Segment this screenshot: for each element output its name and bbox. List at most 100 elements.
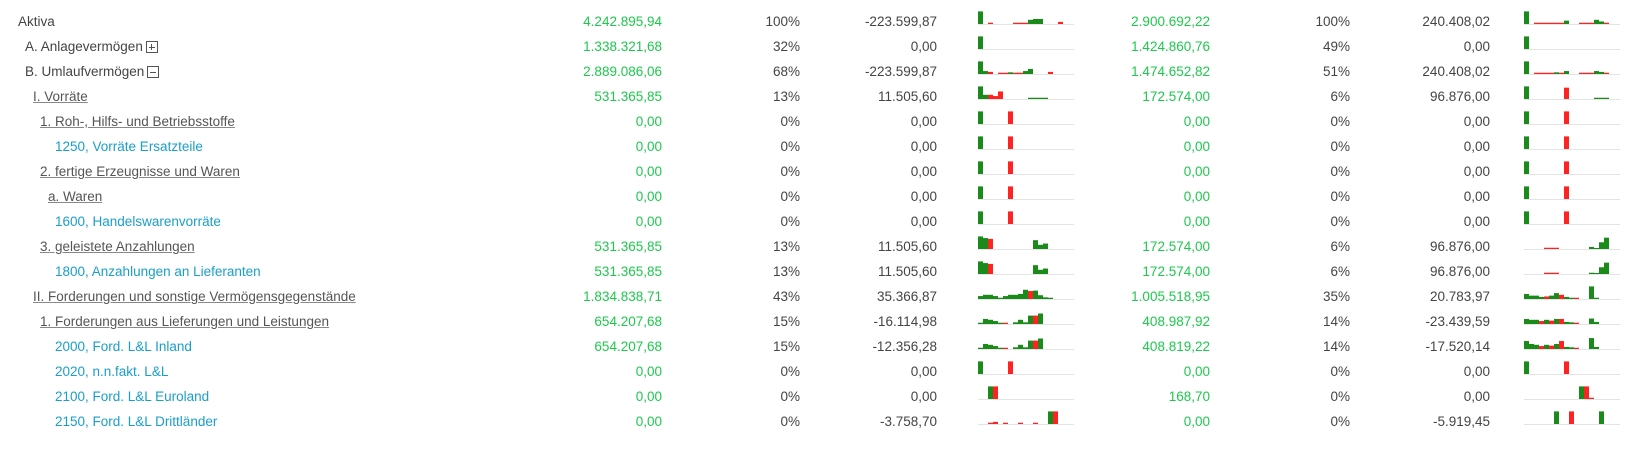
row-label[interactable]: II. Forderungen und sonstige Vermögensge… [33,284,356,309]
sparkline-current-svg [978,211,1074,225]
table-row: 1. Forderungen aus Lieferungen und Leist… [0,309,1639,334]
sparkline-current [978,284,1078,309]
row-label[interactable]: a. Waren [48,184,102,209]
account-label[interactable]: 1800, Anzahlungen an Lieferanten [55,259,261,284]
sparkline-previous-bar [1589,22,1594,24]
sparkline-current-bar [993,386,998,399]
sparkline-current-bar [1048,411,1053,424]
sparkline-previous [1524,409,1624,434]
sparkline-current-bar [1018,22,1023,24]
sparkline-previous-bar [1534,319,1539,324]
sparkline-current [978,84,1078,109]
sparkline-current [978,184,1078,209]
sparkline-previous-bar [1559,341,1564,349]
change-current: -16.114,98 [873,314,937,329]
row-label-text: 3. geleistete Anzahlungen [40,239,195,254]
sparkline-previous-bar [1549,320,1554,324]
row-label[interactable]: 1. Roh-, Hilfs- und Betriebsstoffe [40,109,235,134]
sparkline-previous-bar [1559,318,1564,324]
table-row: 1250, Vorräte Ersatzteile 0,00 0% 0,00 0,00 0… [0,134,1639,159]
sparkline-current-bar [1018,422,1023,424]
sparkline-previous-bar [1544,72,1549,74]
row-label-text: 2150, Ford. L&L Drittländer [55,414,218,429]
sparkline-current-bar [988,294,993,299]
collapse-icon[interactable] [147,66,160,78]
percent-current: 43% [772,289,800,304]
percent-previous: 6% [1330,239,1350,254]
percent-current: 13% [772,264,800,279]
sparkline-current-bar [1058,21,1063,24]
sparkline-current-bar [993,296,998,299]
row-label-text: 1. Forderungen aus Lieferungen und Leist… [40,314,329,329]
sparkline-current-bar [983,318,988,324]
percent-previous: 0% [1330,164,1350,179]
row-label[interactable]: 3. geleistete Anzahlungen [40,234,195,259]
account-label[interactable]: 1600, Handelswarenvorräte [55,209,221,234]
value-previous: 2.900.692,22 [1131,14,1210,29]
sparkline-previous-bar [1564,20,1569,24]
value-previous: 0,00 [1183,189,1210,204]
table-row: 3. geleistete Anzahlungen 531.365,85 13% 11… [0,234,1639,259]
row-label: A. Anlagevermögen [25,34,158,59]
sparkline-current-bar [978,111,983,124]
sparkline-previous [1524,84,1624,109]
value-current: 0,00 [635,114,662,129]
row-label[interactable]: I. Vorräte [33,84,88,109]
sparkline-current-bar [988,422,993,424]
sparkline-current-bar [998,72,1003,74]
sparkline-current-bar [978,136,983,149]
sparkline-previous-bar [1524,341,1529,349]
sparkline-current-bar [1043,268,1048,274]
change-previous: -23.439,59 [1425,314,1490,329]
sparkline-previous-bar [1554,293,1559,299]
sparkline-previous-bar [1564,321,1569,324]
value-current: 1.834.838,71 [583,289,662,304]
sparkline-previous-bar [1524,61,1529,74]
change-current: 0,00 [910,389,937,404]
sparkline-previous-bar [1554,318,1559,324]
account-label[interactable]: 2150, Ford. L&L Drittländer [55,409,217,434]
account-label[interactable]: 2000, Ford. L&L Inland [55,334,192,359]
value-previous: 408.987,92 [1142,314,1210,329]
table-row: 2000, Ford. L&L Inland 654.207,68 15% -12.3… [0,334,1639,359]
percent-current: 0% [780,414,800,429]
sparkline-current-bar [1003,347,1008,349]
sparkline-current-bar [988,238,993,249]
change-previous: 0,00 [1463,389,1490,404]
sparkline-previous-bar [1579,386,1584,399]
sparkline-current [978,409,1078,434]
percent-current: 0% [780,214,800,229]
sparkline-previous-bar [1539,22,1544,24]
sparkline-previous-bar [1534,72,1539,74]
row-label[interactable]: 1. Forderungen aus Lieferungen und Leist… [40,309,329,334]
sparkline-previous-bar [1559,22,1564,24]
sparkline-previous-bar [1549,22,1554,24]
percent-current: 32% [772,39,800,54]
sparkline-previous-bar [1529,343,1534,349]
percent-previous: 0% [1330,189,1350,204]
sparkline-current-bar [1043,243,1048,249]
sparkline-previous-bar [1529,319,1534,324]
account-label[interactable]: 1250, Vorräte Ersatzteile [55,134,203,159]
sparkline-previous-bar [1589,286,1594,299]
percent-previous: 0% [1330,364,1350,379]
sparkline-previous-bar [1579,22,1584,24]
sparkline-previous [1524,209,1624,234]
account-label[interactable]: 2020, n.n.fakt. L&L [55,359,168,384]
sparkline-current-bar [1013,347,1018,349]
sparkline-current-bar [988,263,993,274]
table-row: 2100, Ford. L&L Euroland 0,00 0% 0,00 168,70… [0,384,1639,409]
percent-previous: 0% [1330,139,1350,154]
sparkline-previous-bar [1564,346,1569,349]
expand-icon[interactable] [145,41,158,53]
sparkline-previous-svg [1524,111,1620,125]
sparkline-previous-bar [1564,186,1569,199]
sparkline-previous-bar [1589,318,1594,324]
sparkline-previous-bar [1524,136,1529,149]
sparkline-current-bar [1038,244,1043,249]
sparkline-current [978,159,1078,184]
row-label[interactable]: 2. fertige Erzeugnisse und Waren [40,159,240,184]
account-label[interactable]: 2100, Ford. L&L Euroland [55,384,209,409]
sparkline-previous-bar [1524,186,1529,199]
sparkline-previous-bar [1544,344,1549,349]
